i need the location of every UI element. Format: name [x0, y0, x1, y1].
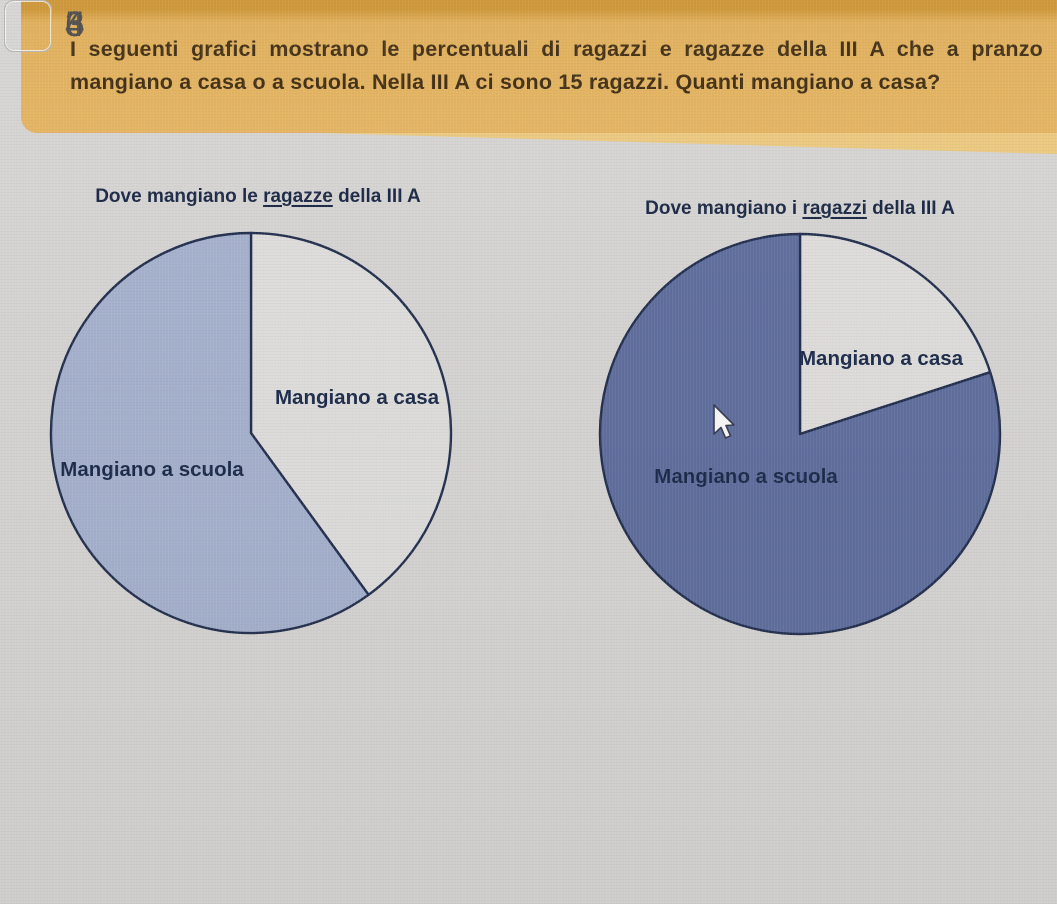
answer-label-4: 4 — [65, 4, 85, 44]
question-text: I seguenti grafici mostrano le percentua… — [70, 37, 1043, 94]
pie-title-girls: Dove mangiano le ragazze della III A — [95, 186, 421, 208]
answer-option-3[interactable]: 3 — [4, 0, 84, 52]
pie-title-boys-underlined-word: ragazzi — [802, 198, 867, 219]
pie-title-boys-suffix: della III A — [866, 198, 955, 219]
pie-chart-girls — [49, 231, 453, 635]
pie-title-girls-suffix: della III A — [332, 186, 421, 207]
pie-title-girls-prefix: Dove mangiano le — [95, 186, 264, 207]
question-banner: I seguenti grafici mostrano le percentua… — [21, 0, 1057, 133]
answer-label-6: 6 — [65, 4, 85, 44]
answer-label-5: 5 — [65, 4, 85, 44]
pie-title-girls-underlined-word: ragazze — [263, 186, 333, 207]
answer-checkbox-3[interactable] — [4, 0, 52, 52]
mouse-cursor-icon — [713, 404, 735, 439]
slice-label-girls-casa: Mangiano a casa — [274, 386, 440, 409]
pie-chart-boys — [598, 232, 1002, 636]
pie-title-boys: Dove mangiano i ragazzi della III A — [645, 198, 955, 220]
slice-label-girls-scuola: Mangiano a scuola — [60, 458, 244, 481]
slice-label-boys-scuola: Mangiano a scuola — [654, 465, 838, 488]
answer-label-3: 3 — [65, 4, 85, 44]
slice-label-boys-casa: Mangiano a casa — [798, 347, 964, 370]
pie-title-boys-prefix: Dove mangiano i — [645, 198, 803, 219]
